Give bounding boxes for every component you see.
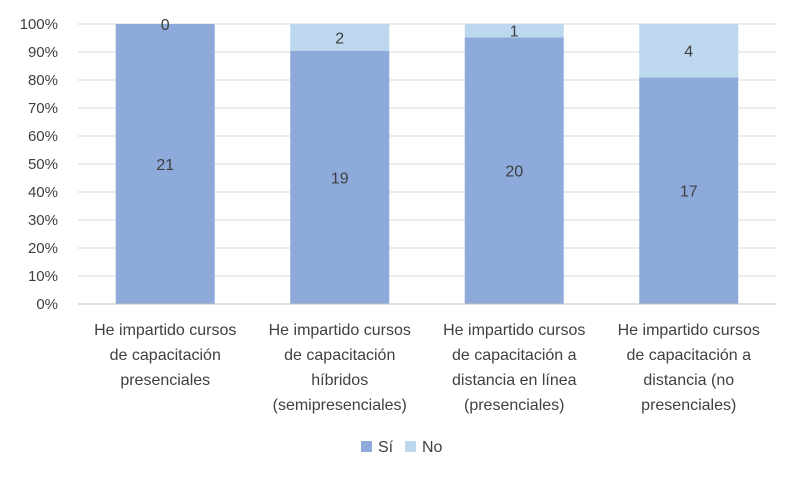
- bars: 21 0 19 2 20 1 17 4: [115, 17, 739, 304]
- y-axis-tick-labels: 0% 10% 20% 30% 40% 50% 60% 70% 80% 90% 100%: [20, 16, 58, 313]
- y-tick-label: 30%: [28, 212, 58, 229]
- y-tick-label: 50%: [28, 156, 58, 173]
- legend-label: No: [422, 439, 443, 456]
- data-label: 21: [156, 157, 174, 174]
- y-tick-label: 0%: [36, 296, 58, 313]
- y-tick-label: 100%: [20, 16, 58, 33]
- bar-segment: [464, 24, 564, 38]
- bar-segment: [290, 24, 390, 51]
- category-label: He impartido cursos de capacitación a dist…: [618, 322, 760, 414]
- bar-segment: [290, 50, 390, 304]
- data-label: 2: [335, 30, 344, 47]
- y-tick-label: 60%: [28, 128, 58, 145]
- y-tick-label: 80%: [28, 72, 58, 89]
- category-label: He impartido cursos de capacitación presen…: [94, 322, 236, 389]
- data-label: 17: [680, 184, 698, 201]
- data-label: 1: [510, 24, 519, 41]
- legend: Sí No: [361, 439, 443, 456]
- data-label: 0: [161, 17, 170, 34]
- category-labels: He impartido cursos de capacitación presen…: [94, 322, 760, 414]
- bar-segment: [639, 24, 739, 78]
- y-tick-label: 20%: [28, 240, 58, 257]
- data-label: 20: [505, 164, 523, 181]
- bar-segment: [115, 24, 215, 304]
- y-tick-label: 90%: [28, 44, 58, 61]
- y-tick-label: 40%: [28, 184, 58, 201]
- legend-swatch: [361, 441, 372, 452]
- bar-segment: [639, 77, 739, 304]
- data-label: 19: [331, 170, 349, 187]
- y-tick-label: 70%: [28, 100, 58, 117]
- y-tick-label: 10%: [28, 268, 58, 285]
- data-label: 4: [684, 44, 693, 61]
- legend-label: Sí: [378, 439, 394, 456]
- category-label: He impartido cursos de capacitación a dist…: [443, 322, 585, 414]
- legend-swatch: [405, 441, 416, 452]
- category-label: He impartido cursos de capacitación híbrid…: [269, 322, 411, 414]
- bar-segment: [464, 37, 564, 304]
